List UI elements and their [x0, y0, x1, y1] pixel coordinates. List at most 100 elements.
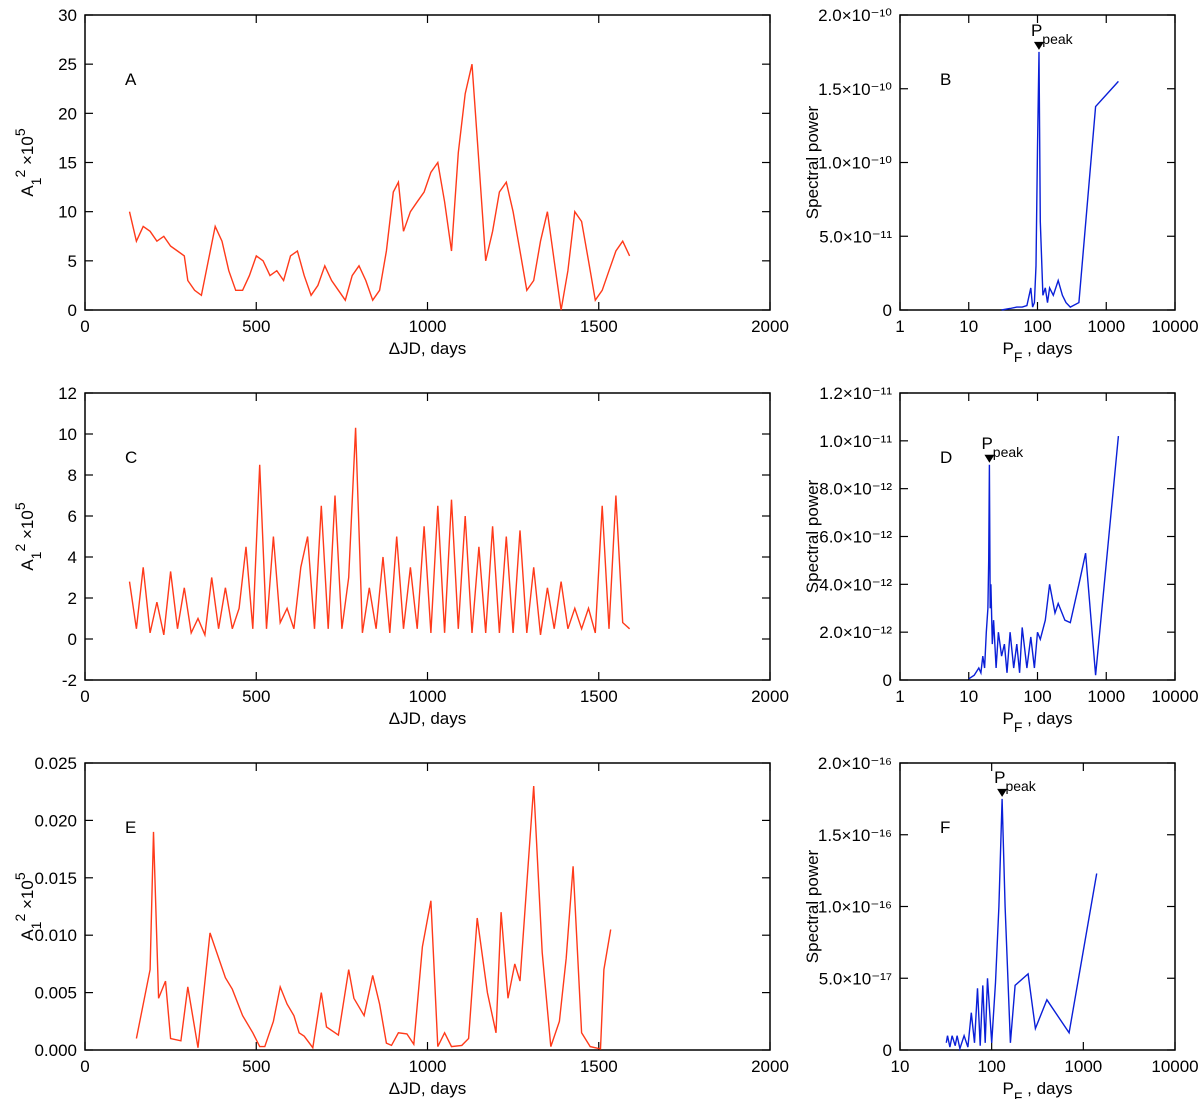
- label-part: F: [1014, 1089, 1023, 1099]
- panel-letter: A: [125, 70, 137, 89]
- label-part: 2: [12, 170, 28, 178]
- x-axis-label: ΔJD, days: [389, 1079, 467, 1098]
- y-tick-label: 2.0×10⁻¹⁰: [818, 6, 892, 25]
- y-tick-label: 4: [68, 548, 77, 567]
- y-tick-label: 15: [58, 154, 77, 173]
- panel: 1 10 100 1000 10000 0 5.0×10⁻¹¹ 1.0×10⁻¹⁰ 1.5×10…: [803, 6, 1199, 365]
- panel-letter: E: [125, 818, 136, 837]
- label-part: F: [1014, 349, 1023, 365]
- label-part: 1: [28, 921, 44, 929]
- label-part: P: [1003, 339, 1014, 358]
- y-tick-label: 5: [68, 252, 77, 271]
- label-part: 2: [12, 914, 28, 922]
- y-tick-label: 2.0×10⁻¹²: [819, 623, 892, 642]
- y-axis-label: A12 ×105: [12, 502, 44, 571]
- label-part: peak: [1005, 778, 1036, 794]
- x-tick-label: 2000: [751, 687, 789, 706]
- label-part: P: [1031, 21, 1042, 40]
- x-tick-label: 0: [80, 317, 89, 336]
- x-tick-label: 2000: [751, 317, 789, 336]
- y-tick-label: 0: [68, 630, 77, 649]
- plot-frame: [84, 14, 771, 311]
- label-part: peak: [1042, 31, 1073, 47]
- y-tick-label: 1.0×10⁻¹⁶: [818, 898, 892, 917]
- y-axis-label: A12 ×105: [12, 128, 44, 197]
- y-tick-label: 0.015: [34, 869, 77, 888]
- x-axis-label: ΔJD, days: [389, 709, 467, 728]
- x-tick-label: 1000: [409, 687, 447, 706]
- label-part: 5: [12, 128, 28, 136]
- y-tick-label: 6: [68, 507, 77, 526]
- y-axis-label: Spectral power: [803, 105, 822, 219]
- y-tick-label: 0: [883, 1041, 892, 1060]
- x-tick-label: 10000: [1151, 1057, 1198, 1076]
- x-axis-label: PF , days: [1003, 1079, 1073, 1099]
- y-tick-label: 1.5×10⁻¹⁰: [818, 80, 892, 99]
- panel-letter: C: [125, 448, 137, 467]
- label-part: 2: [12, 544, 28, 552]
- x-tick-label: 10000: [1151, 687, 1198, 706]
- plot-frame: [84, 762, 771, 1051]
- data-line: [135, 785, 612, 1050]
- x-tick-label: 100: [1023, 687, 1051, 706]
- x-tick-label: 2000: [751, 1057, 789, 1076]
- y-tick-label: 8.0×10⁻¹²: [819, 480, 892, 499]
- x-tick-label: 1000: [1087, 317, 1125, 336]
- y-tick-label: 0.010: [34, 926, 77, 945]
- y-tick-label: 5.0×10⁻¹¹: [819, 227, 892, 246]
- data-line: [945, 798, 1098, 1052]
- x-tick-label: 1000: [1064, 1057, 1102, 1076]
- x-tick-label: 10: [959, 317, 978, 336]
- y-tick-label: 1.0×10⁻¹⁰: [818, 154, 892, 173]
- label-part: P: [994, 768, 1005, 787]
- y-tick-label: 0.000: [34, 1041, 77, 1060]
- y-tick-label: 5.0×10⁻¹⁷: [819, 969, 892, 988]
- label-part: , days: [1022, 339, 1072, 358]
- x-tick-label: 0: [80, 687, 89, 706]
- label-part: 5: [12, 502, 28, 510]
- x-tick-label: 1500: [580, 317, 618, 336]
- label-part: ×10: [18, 136, 37, 170]
- x-tick-label: 1500: [580, 1057, 618, 1076]
- x-axis-label: ΔJD, days: [389, 339, 467, 358]
- x-tick-label: 10: [891, 1057, 910, 1076]
- label-part: F: [1014, 719, 1023, 735]
- x-tick-label: 10000: [1151, 317, 1198, 336]
- x-tick-label: 500: [242, 1057, 270, 1076]
- y-tick-label: 0.025: [34, 754, 77, 773]
- panel: 0 500 1000 1500 2000 0.000 0.005 0.010 0.015 0.02…: [12, 754, 789, 1098]
- y-tick-label: 8: [68, 466, 77, 485]
- x-tick-label: 1: [895, 687, 904, 706]
- x-tick-label: 100: [1023, 317, 1051, 336]
- x-tick-label: 1: [895, 317, 904, 336]
- plot-frame: [84, 392, 771, 681]
- x-tick-label: 500: [242, 317, 270, 336]
- y-tick-label: -2: [62, 671, 77, 690]
- x-tick-label: 1500: [580, 687, 618, 706]
- y-tick-label: 10: [58, 203, 77, 222]
- label-part: A: [18, 929, 37, 941]
- y-tick-label: 0.020: [34, 811, 77, 830]
- x-tick-label: 1000: [1087, 687, 1125, 706]
- panel: 10 100 1000 10000 0 5.0×10⁻¹⁷ 1.0×10⁻¹⁶ 1.5×10⁻…: [803, 754, 1199, 1099]
- label-part: , days: [1022, 1079, 1072, 1098]
- y-tick-label: 25: [58, 55, 77, 74]
- peak-marker: [997, 788, 1008, 797]
- label-part: P: [1003, 709, 1014, 728]
- x-tick-label: 10: [959, 687, 978, 706]
- peak-label: Ppeak: [994, 768, 1037, 794]
- y-tick-label: 1.5×10⁻¹⁶: [818, 826, 892, 845]
- x-axis-label: PF , days: [1003, 709, 1073, 735]
- y-tick-label: 2: [68, 589, 77, 608]
- data-line: [128, 427, 631, 638]
- plot-frame: [899, 762, 1176, 1051]
- y-tick-label: 20: [58, 104, 77, 123]
- y-tick-label: 2.0×10⁻¹⁶: [818, 754, 892, 773]
- y-tick-label: 0.005: [34, 984, 77, 1003]
- y-axis-label: Spectral power: [803, 479, 822, 593]
- label-part: , days: [1022, 709, 1072, 728]
- data-line: [968, 436, 1120, 680]
- y-axis-label: A12 ×105: [12, 872, 44, 941]
- x-tick-label: 1000: [409, 317, 447, 336]
- label-part: peak: [993, 444, 1024, 460]
